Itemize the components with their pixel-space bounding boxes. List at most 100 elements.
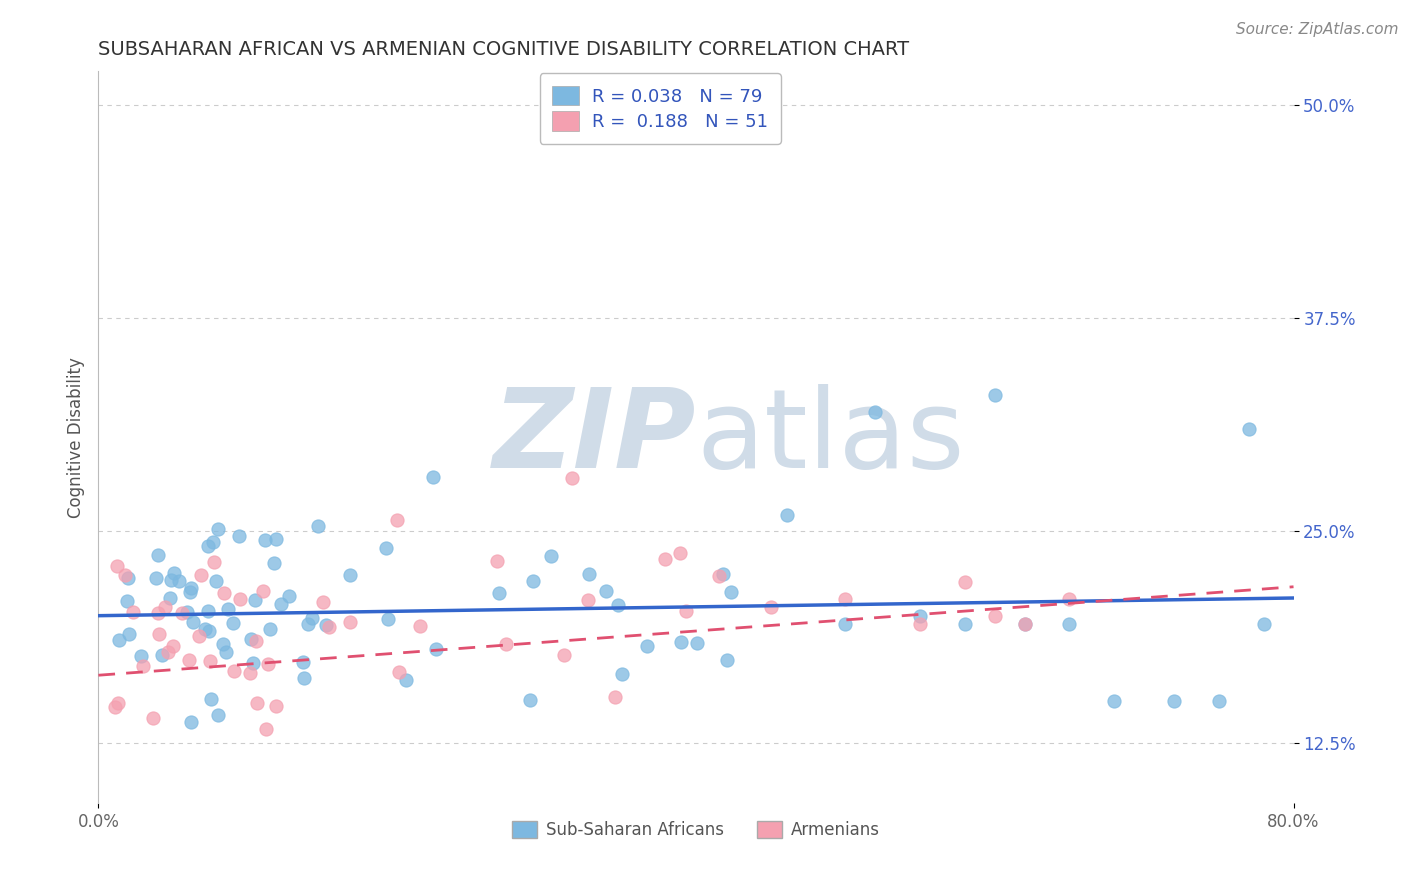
Point — [374, 541, 396, 556]
Point — [129, 649, 152, 664]
Point — [339, 615, 361, 629]
Text: ZIP: ZIP — [492, 384, 696, 491]
Point — [156, 645, 179, 659]
Point — [211, 637, 233, 651]
Point — [122, 605, 145, 619]
Point — [709, 568, 731, 582]
Point — [270, 597, 292, 611]
Point — [395, 673, 418, 687]
Point — [190, 568, 212, 582]
Point — [197, 539, 219, 553]
Point — [485, 553, 508, 567]
Point — [104, 700, 127, 714]
Point — [595, 583, 617, 598]
Point — [114, 568, 136, 582]
Point — [202, 555, 225, 569]
Point — [834, 617, 856, 632]
Point — [200, 692, 222, 706]
Point — [212, 585, 235, 599]
Point — [162, 566, 184, 580]
Point — [150, 648, 173, 663]
Y-axis label: Cognitive Disability: Cognitive Disability — [66, 357, 84, 517]
Point — [488, 586, 510, 600]
Point — [205, 574, 228, 588]
Point — [292, 656, 315, 670]
Point — [200, 655, 222, 669]
Point — [242, 657, 264, 671]
Point — [217, 602, 239, 616]
Point — [155, 599, 177, 614]
Point — [259, 622, 281, 636]
Point — [671, 635, 693, 649]
Point — [425, 641, 447, 656]
Point — [522, 574, 544, 589]
Point — [388, 665, 411, 680]
Point — [197, 604, 219, 618]
Point — [834, 591, 856, 606]
Point — [675, 603, 697, 617]
Point — [984, 608, 1007, 623]
Point — [170, 606, 193, 620]
Point — [1208, 694, 1230, 708]
Point — [953, 617, 976, 632]
Point — [318, 620, 340, 634]
Point — [540, 549, 562, 563]
Point — [669, 546, 692, 560]
Point — [257, 657, 280, 671]
Point — [107, 632, 129, 647]
Point — [908, 617, 931, 632]
Point — [179, 585, 201, 599]
Point — [385, 513, 408, 527]
Point — [245, 593, 267, 607]
Point — [266, 532, 288, 546]
Point — [180, 714, 202, 729]
Point — [409, 619, 432, 633]
Point — [716, 653, 738, 667]
Point — [422, 470, 444, 484]
Point — [181, 615, 204, 629]
Point — [180, 581, 202, 595]
Point — [377, 612, 399, 626]
Point — [277, 590, 299, 604]
Text: SUBSAHARAN AFRICAN VS ARMENIAN COGNITIVE DISABILITY CORRELATION CHART: SUBSAHARAN AFRICAN VS ARMENIAN COGNITIVE… — [98, 39, 910, 59]
Point — [176, 605, 198, 619]
Point — [607, 598, 630, 612]
Point — [908, 608, 931, 623]
Point — [117, 571, 139, 585]
Point — [246, 696, 269, 710]
Point — [224, 664, 246, 678]
Point — [245, 634, 267, 648]
Point — [605, 690, 627, 704]
Point — [1014, 617, 1036, 632]
Point — [686, 636, 709, 650]
Point — [254, 723, 277, 737]
Point — [202, 535, 225, 549]
Point — [297, 617, 319, 632]
Point — [239, 632, 262, 646]
Point — [105, 559, 128, 574]
Point — [759, 600, 782, 615]
Point — [953, 574, 976, 589]
Legend: Sub-Saharan Africans, Armenians: Sub-Saharan Africans, Armenians — [506, 814, 886, 846]
Point — [1237, 421, 1260, 435]
Point — [253, 533, 276, 548]
Point — [215, 644, 238, 658]
Point — [142, 711, 165, 725]
Point — [145, 571, 167, 585]
Point — [167, 574, 190, 589]
Point — [146, 548, 169, 562]
Text: atlas: atlas — [696, 384, 965, 491]
Point — [162, 639, 184, 653]
Point — [118, 627, 141, 641]
Point — [222, 616, 245, 631]
Point — [654, 552, 676, 566]
Point — [292, 671, 315, 685]
Point — [1059, 591, 1081, 606]
Point — [177, 653, 200, 667]
Point — [610, 666, 633, 681]
Point — [1163, 694, 1185, 708]
Point — [263, 556, 285, 570]
Point — [207, 708, 229, 723]
Point — [229, 592, 252, 607]
Point — [315, 618, 337, 632]
